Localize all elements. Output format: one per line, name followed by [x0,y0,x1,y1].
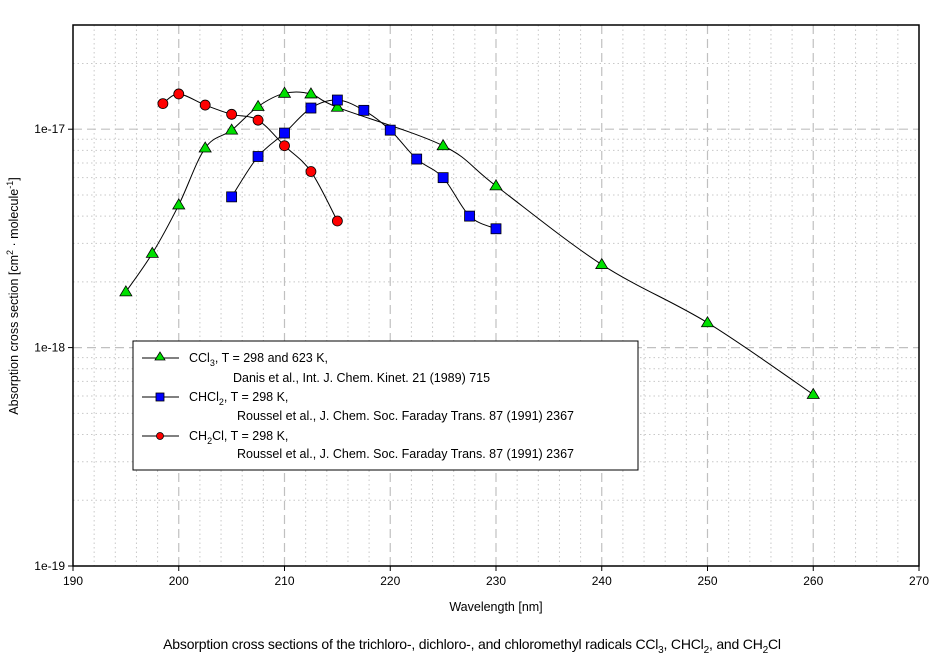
data-point-circle [331,215,343,227]
svg-text:CH2Cl, T = 298 K,: CH2Cl, T = 298 K, [189,429,288,446]
data-point-circle [252,114,264,126]
series-ccl3 [119,86,820,399]
data-point-square [411,153,423,165]
svg-text:CCl3, T = 298 and 623 K,: CCl3, T = 298 and 623 K, [189,351,328,368]
data-point-triangle [277,86,292,98]
data-point-triangle [145,246,160,258]
data-point-square [331,94,343,106]
legend-ref-ch2cl: Roussel et al., J. Chem. Soc. Faraday Tr… [237,447,574,461]
legend-marker-square [155,392,165,402]
data-point-triangle [806,387,820,399]
data-point-triangle [198,141,212,153]
data-point-triangle [251,99,265,111]
data-point-triangle [436,138,450,151]
data-point-triangle [119,285,133,297]
legend-entry-ccl3: CCl3, T = 298 and 623 K, Danis et al., I… [142,351,490,385]
data-point-circle [226,108,238,120]
series-line [231,99,497,230]
data-point-triangle [330,100,345,112]
x-tick-label: 240 [592,574,612,588]
legend-ref-chcl2: Roussel et al., J. Chem. Soc. Faraday Tr… [237,409,574,423]
series-layer [119,86,820,399]
data-point-square [305,102,317,114]
figure-caption: Absorption cross sections of the trichlo… [163,636,781,656]
data-point-square [279,127,290,139]
svg-text:CHCl2, T = 298 K,: CHCl2, T = 298 K, [189,390,288,407]
data-point-triangle [489,179,503,191]
legend-entry-ch2cl: CH2Cl, T = 298 K, Roussel et al., J. Che… [142,429,574,461]
legend-entry-chcl2: CHCl2, T = 298 K, Roussel et al., J. Che… [142,390,574,423]
data-point-circle [279,140,290,152]
data-point-circle [305,166,317,177]
data-point-square [252,151,264,162]
data-point-square [464,210,475,222]
y-tick-label: 1e-18 [34,341,65,355]
data-point-circle [173,88,185,100]
y-tick-label: 1e-19 [34,559,65,573]
x-tick-label: 220 [380,574,400,588]
y-tick-label: 1e-17 [34,122,65,136]
x-tick-label: 250 [697,574,717,588]
axis-ticks: 190 200 210 220 230 240 250 260 270 1e-19 1e-18 1e-… [34,122,929,588]
data-point-square [437,172,449,184]
x-axis-title: Wavelength [nm] [449,600,542,614]
data-point-square [226,191,238,203]
x-tick-label: 190 [63,574,83,588]
x-tick-label: 210 [274,574,294,588]
data-point-square [384,124,396,136]
x-tick-label: 260 [803,574,823,588]
data-point-circle [157,98,169,109]
legend-ref-ccl3: Danis et al., Int. J. Chem. Kinet. 21 (1… [233,371,490,385]
data-point-circle [199,99,211,111]
legend: CCl3, T = 298 and 623 K, Danis et al., I… [132,340,639,471]
data-point-triangle [304,87,318,99]
data-point-square [490,223,502,235]
grid [73,24,919,566]
legend-box [132,340,639,471]
series-chcl2 [226,94,502,235]
legend-marker-triangle [154,351,166,361]
y-axis-title: Absorption cross section [cm2 · molecule… [5,177,21,414]
x-tick-label: 200 [169,574,189,588]
x-tick-label: 230 [486,574,506,588]
data-point-triangle [172,198,186,210]
data-point-triangle [700,315,715,328]
series-ch2cl [157,88,343,227]
data-point-triangle [595,257,609,269]
x-tick-label: 270 [909,574,929,588]
data-point-triangle [224,123,239,135]
legend-marker-circle [156,432,164,440]
data-point-square [358,104,370,116]
